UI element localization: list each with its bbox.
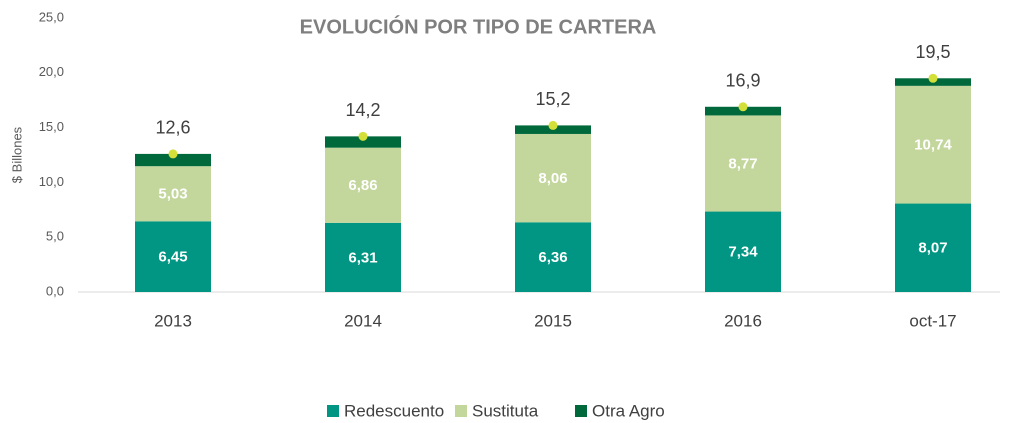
x-tick-label: 2014 xyxy=(344,311,382,330)
data-label: 10,74 xyxy=(914,137,952,154)
data-label: 8,07 xyxy=(918,240,947,257)
bar-segment xyxy=(325,136,401,148)
data-label: 8,77 xyxy=(728,155,757,172)
bar-segment xyxy=(135,166,211,222)
y-tick-label: 10,0 xyxy=(39,174,64,189)
data-label: 6,86 xyxy=(348,177,377,194)
x-tick-label: oct-17 xyxy=(909,311,956,330)
total-marker xyxy=(358,131,368,141)
x-tick-label: 2016 xyxy=(724,311,762,330)
x-tick-label: 2013 xyxy=(154,311,192,330)
total-label: 12,6 xyxy=(155,118,190,138)
total-label: 19,5 xyxy=(915,42,950,62)
bar-segment xyxy=(135,221,211,292)
y-tick-label: 20,0 xyxy=(39,64,64,79)
y-tick-label: 15,0 xyxy=(39,119,64,134)
data-label: 8,06 xyxy=(538,170,567,187)
legend-label: Redescuento xyxy=(344,401,444,420)
total-marker xyxy=(168,149,178,159)
total-label: 15,2 xyxy=(535,89,570,109)
bar-segment xyxy=(325,222,401,292)
bar-segment xyxy=(515,222,591,292)
legend-swatch xyxy=(575,405,587,417)
legend-swatch xyxy=(455,405,467,417)
bar-segment xyxy=(135,153,211,167)
y-axis-label: $ Billones xyxy=(9,126,24,183)
bar-segment xyxy=(895,85,971,204)
y-tick-label: 5,0 xyxy=(46,229,64,244)
total-label: 14,2 xyxy=(345,100,380,120)
bar-segment xyxy=(515,133,591,223)
bar-segment xyxy=(705,115,781,212)
total-marker xyxy=(548,120,558,130)
legend-label: Otra Agro xyxy=(592,401,665,420)
data-label: 6,31 xyxy=(348,249,377,266)
total-marker xyxy=(738,102,748,112)
total-label: 16,9 xyxy=(725,71,760,91)
x-tick-label: 2015 xyxy=(534,311,572,330)
total-marker xyxy=(928,73,938,83)
y-tick-label: 25,0 xyxy=(39,9,64,24)
data-label: 7,34 xyxy=(728,244,758,261)
bar-segment xyxy=(895,203,971,292)
data-label: 6,45 xyxy=(158,249,187,266)
data-label: 5,03 xyxy=(158,186,187,203)
data-label: 6,36 xyxy=(538,249,567,266)
bar-segment xyxy=(705,211,781,292)
legend-swatch xyxy=(327,405,339,417)
legend-label: Sustituta xyxy=(472,401,539,420)
bar-segment xyxy=(325,147,401,223)
chart-title: EVOLUCIÓN POR TIPO DE CARTERA xyxy=(300,14,657,38)
y-tick-label: 0,0 xyxy=(46,283,64,298)
